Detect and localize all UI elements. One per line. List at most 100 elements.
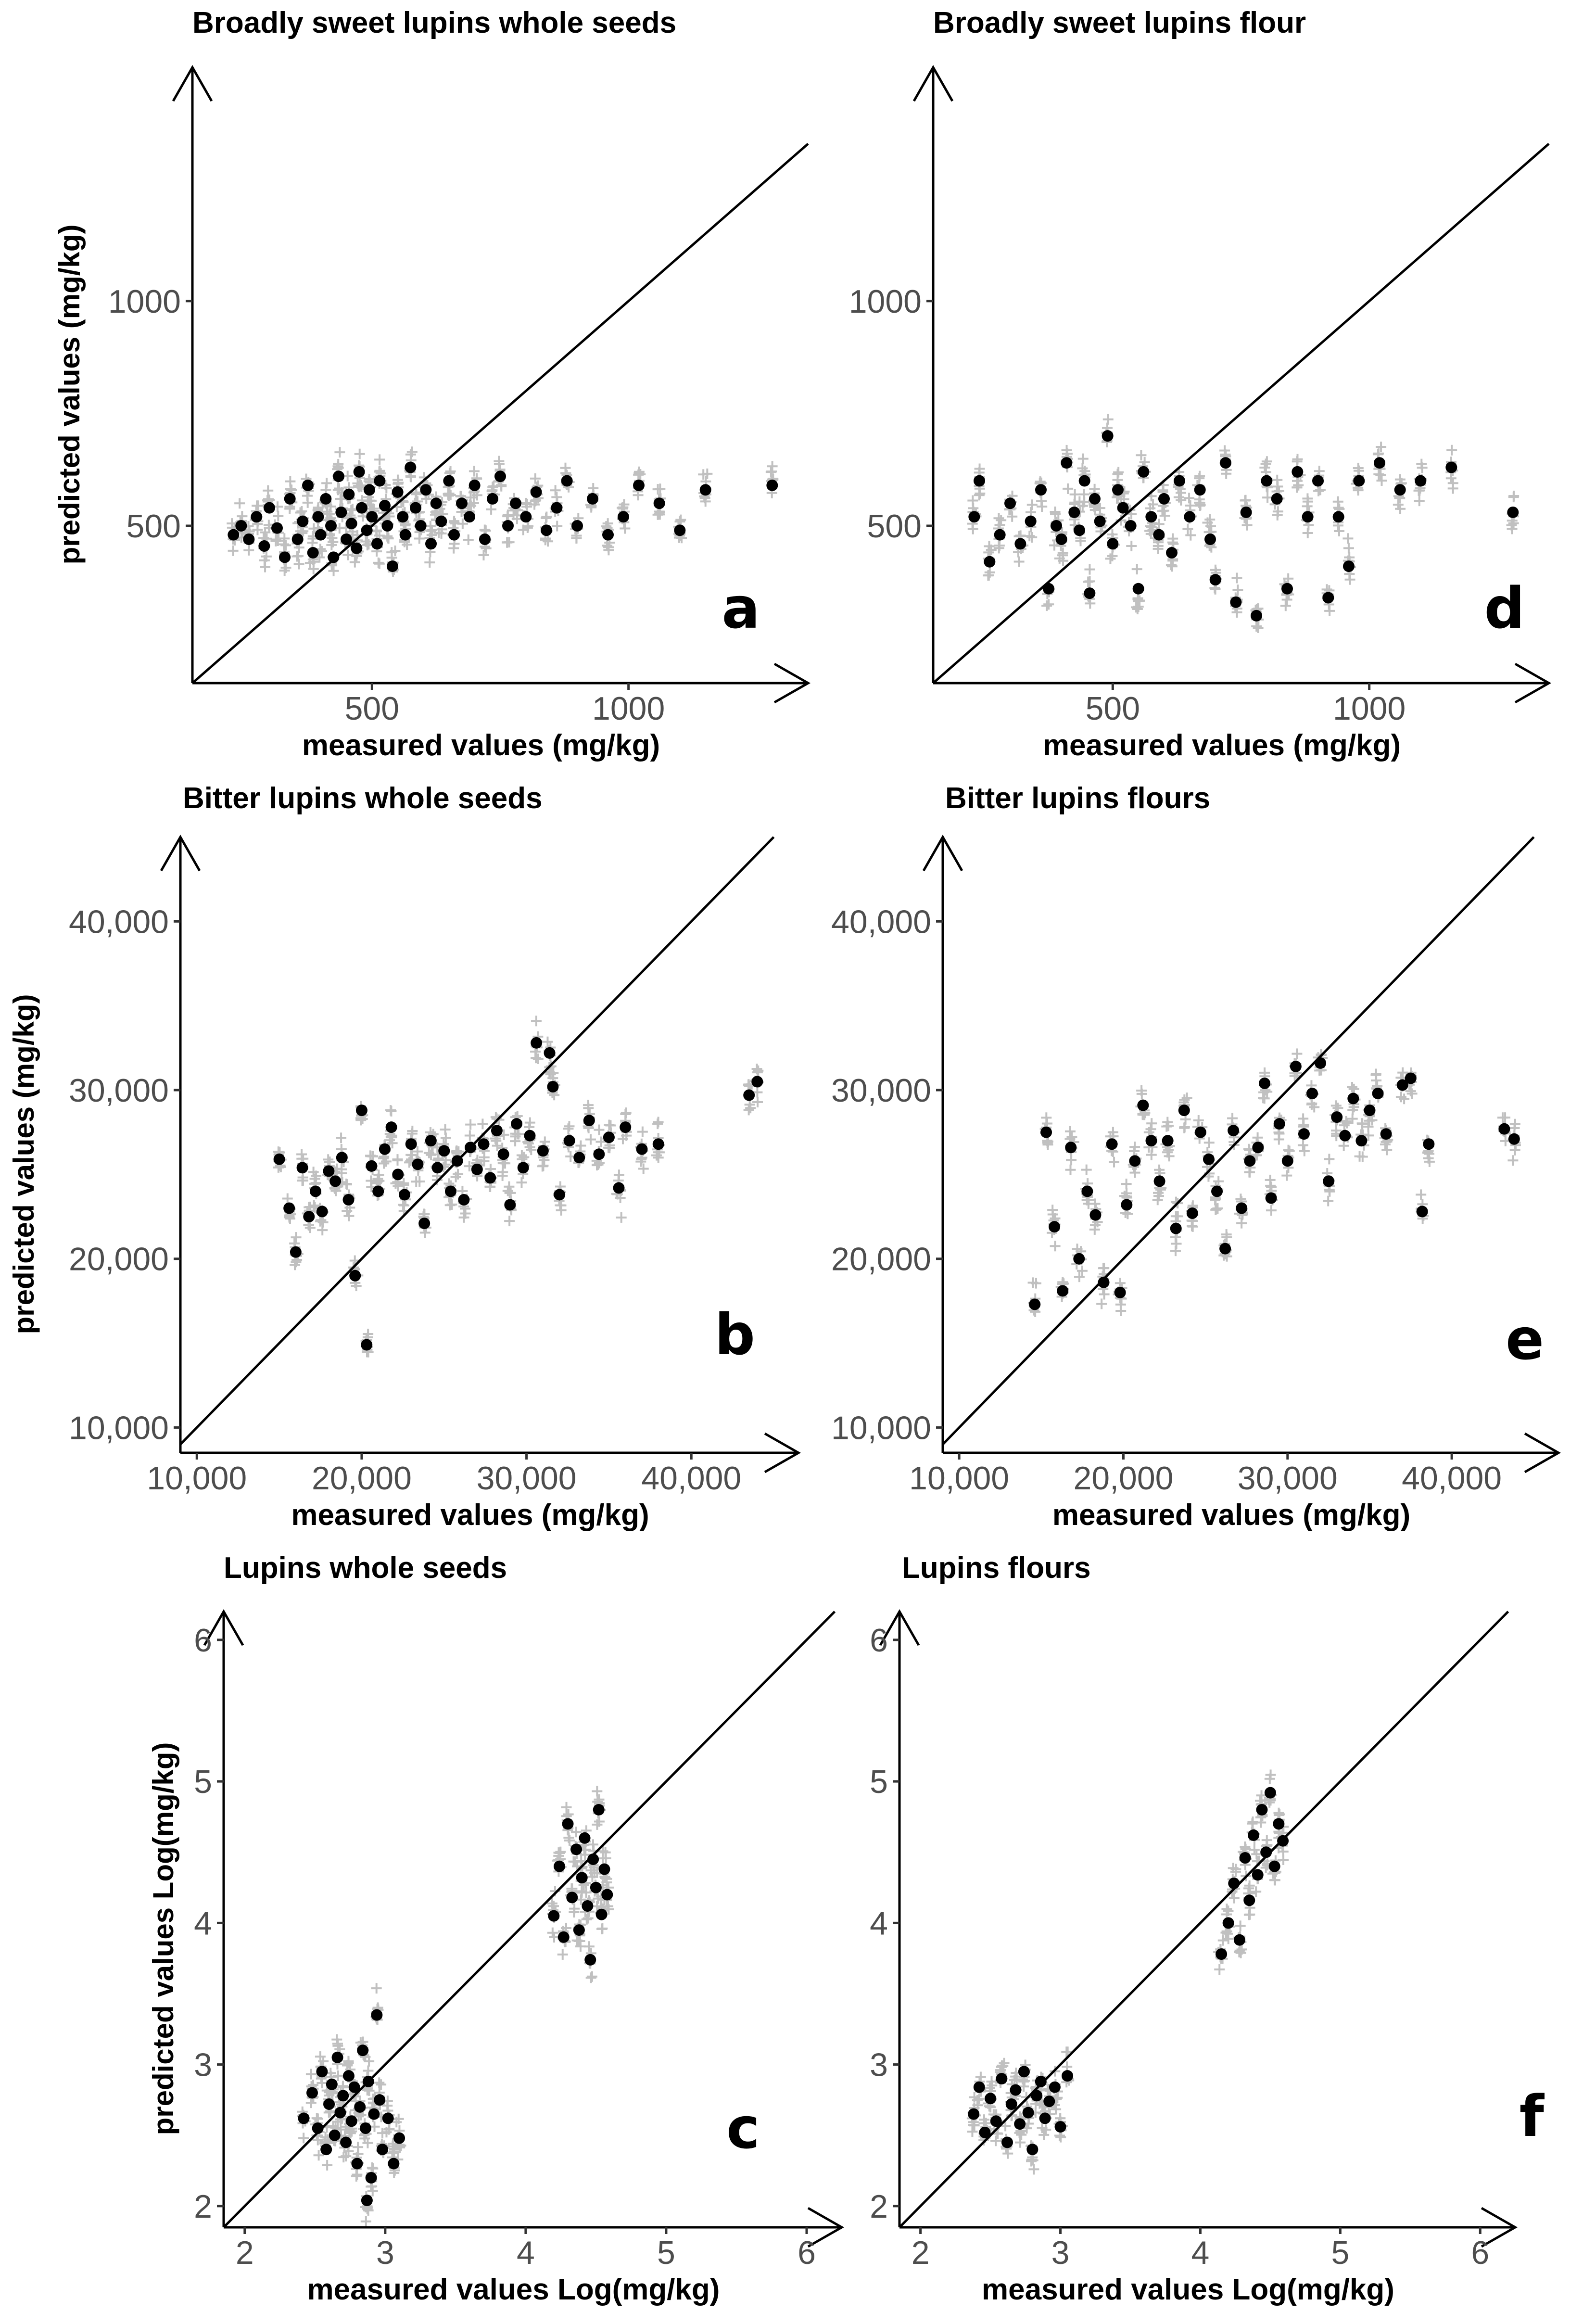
prediction-cross	[1194, 473, 1205, 484]
data-point	[1138, 466, 1150, 478]
data-point	[325, 520, 337, 532]
prediction-cross	[284, 503, 295, 514]
data-point	[1374, 457, 1385, 469]
y-axis-arrowhead	[912, 64, 954, 102]
data-point	[1353, 475, 1365, 487]
prediction-cross	[469, 466, 480, 477]
prediction-cross	[384, 511, 395, 522]
prediction-cross	[465, 1119, 476, 1130]
data-point	[271, 522, 283, 534]
prediction-cross	[424, 557, 435, 568]
data-point	[235, 520, 247, 532]
mean-points	[228, 461, 778, 572]
data-point	[974, 475, 985, 487]
mean-points	[968, 430, 1519, 622]
data-point	[504, 1199, 516, 1211]
prediction-cross	[636, 1154, 647, 1165]
prediction-cross	[637, 1126, 648, 1137]
prediction-cross	[1376, 441, 1387, 452]
data-point	[530, 486, 542, 498]
data-point	[479, 533, 491, 546]
prediction-cross	[652, 1118, 663, 1130]
prediction-cross	[373, 557, 384, 568]
data-point	[1145, 511, 1157, 523]
prediction-cross	[1334, 525, 1345, 536]
prediction-cross	[425, 521, 436, 532]
data-point	[541, 524, 552, 536]
prediction-cross	[983, 570, 994, 581]
data-point	[484, 1172, 496, 1184]
prediction-cross	[1148, 499, 1159, 510]
data-point	[563, 1135, 575, 1147]
prediction-cross	[1057, 547, 1068, 559]
data-point	[633, 479, 645, 491]
data-point	[456, 497, 468, 509]
prediction-cross	[387, 1138, 398, 1149]
prediction-cross	[1157, 506, 1168, 517]
data-point	[1089, 493, 1101, 505]
prediction-cross	[392, 1154, 403, 1165]
data-point	[1240, 506, 1252, 518]
prediction-cross	[381, 483, 392, 494]
prediction-cross	[405, 471, 416, 483]
prediction-cross	[1353, 462, 1364, 473]
x-tick-label: 40,000	[641, 1460, 741, 1497]
prediction-cross	[1084, 564, 1095, 575]
data-point	[328, 551, 340, 563]
data-point	[1068, 506, 1080, 518]
prediction-cross	[1231, 607, 1242, 618]
y-tick-label: 500	[127, 508, 181, 545]
prediction-cross	[414, 1176, 425, 1187]
data-point	[290, 1246, 302, 1258]
data-point	[1084, 587, 1096, 599]
data-point	[465, 1142, 477, 1154]
prediction-cross	[620, 1109, 631, 1120]
data-point	[1230, 596, 1242, 608]
data-point	[1132, 583, 1144, 595]
prediction-cross	[336, 1132, 347, 1143]
data-point	[603, 1131, 615, 1143]
data-point	[487, 493, 498, 505]
data-point	[1184, 511, 1196, 523]
data-point	[273, 1153, 285, 1165]
data-point	[497, 1148, 509, 1160]
data-point	[554, 1189, 566, 1201]
y-tick-label: 20,000	[69, 1241, 169, 1278]
prediction-cross	[1077, 500, 1088, 511]
data-point	[1051, 520, 1062, 532]
data-point	[1343, 560, 1355, 572]
data-point	[520, 511, 532, 523]
prediction-cross	[280, 540, 291, 551]
data-point	[425, 1135, 437, 1147]
prediction-cross	[372, 1173, 383, 1184]
prediction-cross	[702, 468, 713, 479]
panel-a: 500 1000 500 1000 Broadly sweet lupins whole…	[53, 6, 811, 762]
y-axis-label: predicted values (mg/kg)	[8, 994, 40, 1334]
data-point	[571, 520, 583, 532]
prediction-cross	[1024, 531, 1035, 542]
data-point	[316, 1206, 328, 1218]
data-point	[1158, 493, 1170, 505]
prediction-cross	[385, 1131, 396, 1142]
data-point	[351, 542, 363, 554]
panel-title: Bitter lupins whole seeds	[183, 782, 543, 815]
prediction-cross	[1231, 572, 1242, 584]
data-point	[1074, 524, 1085, 536]
prediction-cross	[1414, 495, 1425, 507]
data-point	[228, 529, 240, 541]
prediction-cross	[502, 537, 513, 548]
data-point	[751, 1076, 763, 1088]
identity-line	[179, 836, 775, 1446]
data-point	[593, 1148, 605, 1160]
prediction-cross	[1283, 573, 1294, 584]
prediction-cross	[317, 1225, 328, 1236]
data-point	[366, 511, 378, 523]
prediction-cross	[1176, 495, 1187, 506]
prediction-cross	[616, 1212, 627, 1223]
prediction-cross	[445, 489, 456, 500]
prediction-cross	[477, 1118, 488, 1130]
data-point	[547, 1081, 559, 1093]
data-point	[491, 1125, 503, 1137]
prediction-cross	[363, 1329, 374, 1340]
data-point	[502, 520, 514, 532]
